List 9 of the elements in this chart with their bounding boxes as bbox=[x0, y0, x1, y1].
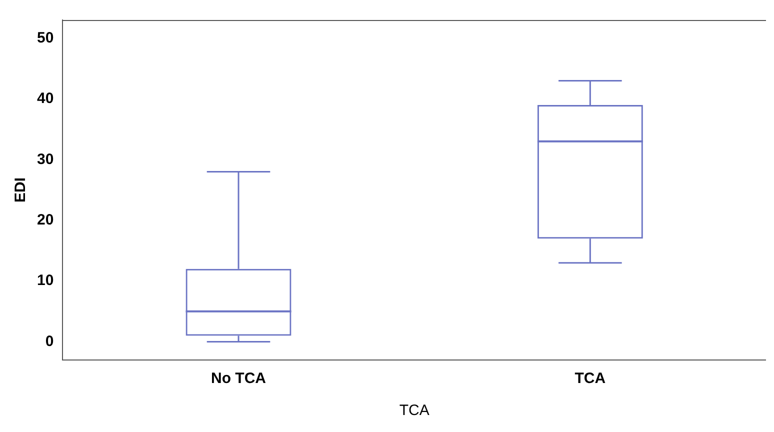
y-tick-label: 50 bbox=[36, 29, 54, 46]
y-tick-label: 30 bbox=[36, 150, 54, 168]
y-tick-label: 0 bbox=[45, 332, 54, 350]
x-tick-label: No TCA bbox=[211, 370, 266, 388]
x-axis-title: TCA bbox=[399, 402, 430, 420]
y-tick-label: 20 bbox=[36, 212, 54, 228]
y-axis-title: EDI bbox=[12, 177, 30, 203]
y-tick-label: 40 bbox=[36, 90, 54, 108]
y-tick-label: 10 bbox=[36, 272, 54, 290]
